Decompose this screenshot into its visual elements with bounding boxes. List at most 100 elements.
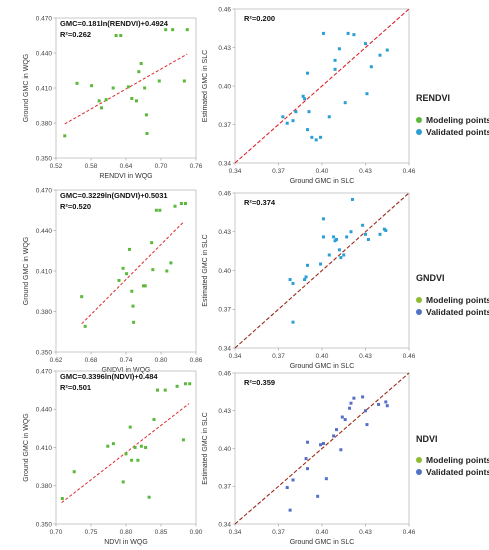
data-point [124,452,128,456]
data-point [165,269,169,273]
data-point [333,67,337,71]
data-point [173,204,177,208]
x-tick-label: 0.75 [85,529,98,536]
y-axis-label: Estimated GMC in SLC [202,50,209,122]
y-tick-label: 0.34 [218,160,231,167]
fit-line [81,222,184,325]
data-point [321,235,325,239]
data-point [377,402,381,406]
data-point [349,401,353,405]
chart-panel-rendvi-fit: 0.52 0.58 0.64 0.70 0.76 0.350 0.380 0.410 0.440… [23,15,203,180]
y-tick-label: 0.350 [36,521,53,528]
legend-item: Modeling points [426,115,489,125]
y-tick-label: 0.350 [36,349,53,356]
y-tick-label: 0.440 [36,50,53,57]
data-point [60,497,64,500]
plot-frame [55,370,197,525]
x-axis-label: Ground GMC in SLC [290,363,355,370]
legend-marker [416,309,422,315]
data-point [106,444,110,448]
x-tick-label: 0.80 [120,529,133,536]
data-point [306,467,309,471]
data-point [158,208,162,212]
annotation-text: GMC=0.3396ln(NDVI)+0.484 [60,372,158,381]
data-point [139,444,143,448]
y-tick-label: 0.34 [218,345,231,352]
annotation-text: GMC=0.3229ln(GNDVI)+0.5031 [60,191,168,200]
y-tick-label: 0.46 [218,6,231,13]
legend-marker [416,297,422,303]
data-point [130,97,134,100]
x-tick-label: 0.46 [403,353,416,360]
plot-frame [55,17,197,159]
data-point [111,86,115,90]
data-point [132,320,136,324]
data-point [332,434,336,438]
y-tick-label: 0.380 [36,309,53,316]
y-tick-label: 0.380 [36,483,53,490]
data-point [83,324,87,328]
x-tick-label: 0.40 [316,353,329,360]
data-point [111,442,115,446]
x-tick-label: 0.58 [85,163,98,170]
x-tick-label: 0.62 [50,357,63,364]
data-point [337,47,341,51]
x-tick-label: 0.43 [359,168,372,175]
x-tick-label: 0.85 [155,529,168,536]
data-point [184,382,187,386]
data-point [163,388,167,392]
data-point [104,98,108,102]
y-tick-label: 0.46 [218,190,231,197]
x-tick-label: 0.86 [190,357,203,364]
data-point [157,79,161,83]
x-tick-label: 0.46 [403,529,416,536]
data-point [136,458,140,462]
legend-title: GNDVI [416,273,445,283]
data-point [152,417,156,421]
x-tick-label: 0.34 [229,353,242,360]
y-tick-label: 0.440 [36,228,53,235]
x-tick-label: 0.70 [155,163,168,170]
data-point [169,261,173,265]
legend-rendvi: RENDVI Modeling points Validated points [416,93,489,137]
data-point [364,409,367,413]
data-point [117,278,121,282]
data-point [332,235,336,239]
y-axis-label: Estimated GMC in SLC [202,234,209,306]
data-point [97,99,101,103]
legend-item: Validated points [426,467,489,477]
data-point [75,81,79,85]
y-tick-label: 0.380 [36,120,53,127]
plot-frame [55,189,197,353]
data-point [285,486,289,490]
data-point [304,275,308,279]
annotation-text: R²=0.520 [60,202,91,211]
data-point [384,228,388,232]
x-tick-label: 0.70 [50,529,63,536]
x-tick-label: 0.40 [316,168,329,175]
data-point [137,70,141,74]
x-tick-label: 0.37 [272,529,285,536]
data-point [133,446,137,449]
annotation-text: GMC=0.181ln(RENDVI)+0.4924 [60,19,169,28]
data-point [164,28,168,32]
data-point [171,28,175,32]
y-tick-label: 0.410 [36,445,53,452]
data-point [156,388,159,392]
data-point [306,440,309,444]
data-point [294,110,298,114]
y-tick-label: 0.43 [218,229,231,236]
data-point [181,438,185,442]
y-axis-label: Estimated GMC in SLC [202,412,209,484]
y-tick-label: 0.40 [218,446,231,453]
data-point [179,202,183,205]
data-point [143,86,147,90]
data-point [319,443,323,447]
data-point [321,31,325,35]
data-point [343,418,347,422]
chart-panel-gndvi-fit: 0.62 0.68 0.74 0.80 0.86 0.350 0.380 0.410 0.440… [23,187,203,374]
x-tick-label: 0.74 [120,357,133,364]
data-point [319,262,323,266]
data-point [303,97,307,101]
